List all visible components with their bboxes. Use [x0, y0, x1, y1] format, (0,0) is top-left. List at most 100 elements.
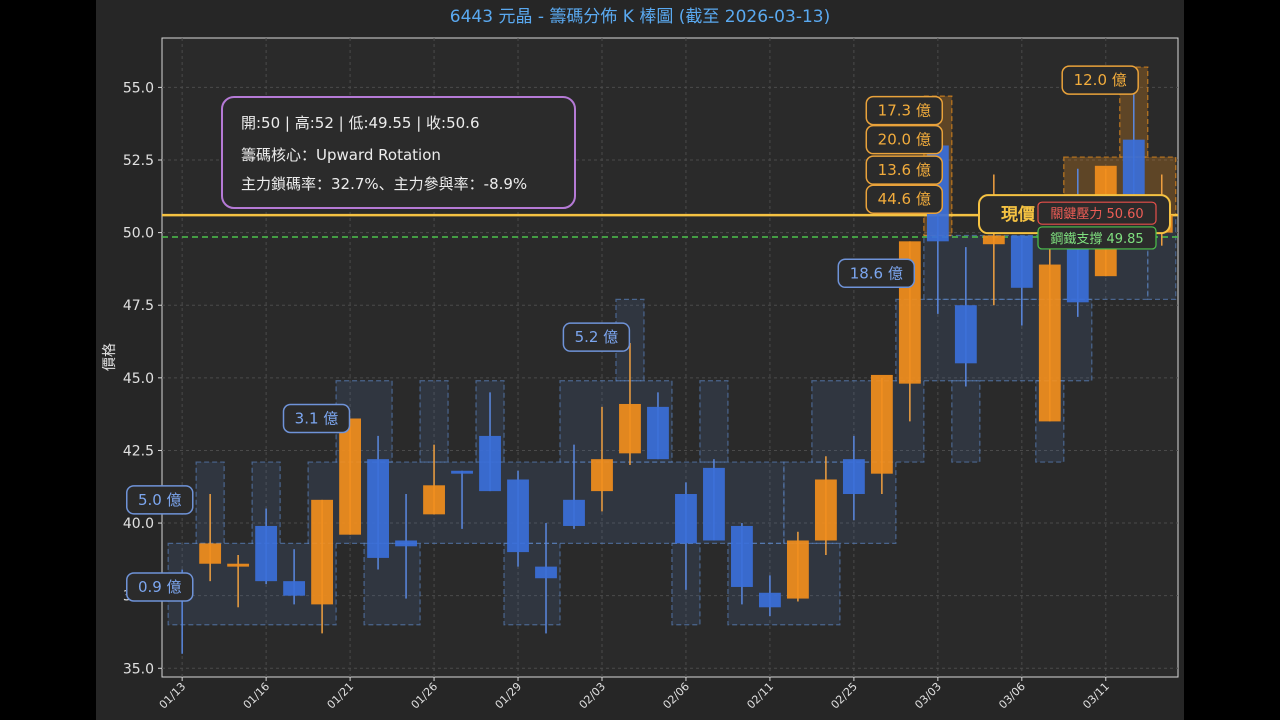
chip-zone-blue — [503, 542, 561, 626]
candle-down — [842, 459, 865, 495]
volume-annotation: 5.0 億 — [126, 485, 194, 515]
x-tick-label: 02/11 — [744, 680, 776, 712]
info-chip-core: 籌碼核心：Upward Rotation — [241, 146, 441, 164]
volume-annotation-box — [562, 322, 631, 352]
candle-up — [591, 459, 613, 492]
resistance-text: 關鍵壓力 50.60 — [1050, 206, 1143, 222]
volume-annotation-text: 0.9 億 — [138, 578, 182, 596]
info-ohlc: 開:50 | 高:52 | 低:49.55 | 收:50.6 — [241, 114, 480, 132]
x-tick-label: 03/03 — [912, 680, 944, 712]
current-price-text: 現價 — [1001, 204, 1036, 225]
candlestick-chart: 6443 元晶 - 籌碼分佈 K 棒圖 (截至 2026-03-13) 價格 3… — [101, 7, 1179, 712]
x-tick-label: 01/29 — [493, 680, 525, 712]
x-tick-label: 02/25 — [828, 680, 860, 712]
candle-down — [1010, 235, 1033, 288]
candle-up — [814, 479, 837, 541]
volume-annotation: 44.6 億 — [865, 184, 944, 214]
volume-annotation-text: 5.0 億 — [138, 491, 182, 509]
candle-up — [786, 540, 809, 599]
volume-annotation-box — [1061, 65, 1139, 95]
volume-annotation: 12.0 億 — [1061, 65, 1139, 95]
volume-annotation-box — [126, 572, 194, 602]
candle-down — [535, 566, 557, 579]
candle-down — [367, 459, 389, 558]
volume-annotation: 17.3 億 — [865, 95, 944, 126]
candle-up — [870, 374, 893, 474]
volume-annotation-box — [865, 155, 944, 185]
chart-title: 6443 元晶 - 籌碼分佈 K 棒圖 (截至 2026-03-13) — [450, 7, 830, 27]
candle-down — [675, 494, 697, 544]
chart-frame: 6443 元晶 - 籌碼分佈 K 棒圖 (截至 2026-03-13) 價格 3… — [96, 0, 1184, 720]
candle-down — [563, 499, 585, 526]
candle-up — [619, 403, 641, 454]
candle-up — [982, 235, 1005, 245]
chip-zone-blue — [167, 542, 337, 626]
info-box: 開:50 | 高:52 | 低:49.55 | 收:50.6 籌碼核心：Upwa… — [221, 96, 576, 209]
support-label: 鋼鐵支撐 49.85 — [1037, 226, 1157, 250]
volume-annotation-text: 20.0 億 — [878, 131, 931, 149]
volume-annotation: 3.1 億 — [282, 403, 351, 434]
y-tick-label: 55.0 — [123, 80, 154, 96]
support-box — [1037, 226, 1157, 250]
volume-annotation: 5.2 億 — [562, 322, 631, 352]
x-tick-label: 01/13 — [157, 680, 189, 712]
volume-annotation-box — [865, 124, 944, 155]
candle-up — [339, 418, 362, 535]
candle-down — [283, 581, 306, 596]
candle-up — [227, 563, 250, 567]
volume-annotation: 20.0 億 — [865, 124, 944, 155]
volume-annotation-text: 18.6 億 — [850, 264, 903, 282]
chip-zone-blue — [699, 380, 729, 463]
chip-zone-blue — [951, 380, 981, 463]
volume-annotation-text: 13.6 億 — [878, 161, 931, 179]
candle-down — [647, 406, 669, 460]
volume-annotation-text: 12.0 億 — [1074, 71, 1127, 89]
chip-zone-blue — [895, 298, 1093, 382]
x-tick-label: 01/16 — [241, 680, 273, 712]
volume-annotation-box — [126, 485, 194, 515]
volume-annotation-box — [865, 184, 944, 214]
x-tick-label: 02/03 — [576, 680, 608, 712]
candle-down — [451, 470, 473, 474]
resistance-box — [1037, 201, 1157, 225]
plot-area: 35.037.540.042.545.047.550.052.555.001/1… — [123, 37, 1179, 712]
x-tick-label: 01/26 — [409, 680, 441, 712]
y-tick-label: 35.0 — [123, 661, 154, 677]
volume-annotation-text: 3.1 億 — [295, 409, 339, 427]
volume-annotation: 13.6 億 — [865, 155, 944, 185]
x-tick-label: 03/11 — [1080, 680, 1112, 712]
volume-annotation-text: 17.3 億 — [878, 102, 931, 120]
chip-zone-blue — [811, 380, 925, 463]
candle-down — [507, 479, 529, 553]
candle-down — [759, 592, 781, 608]
candle-down — [954, 305, 977, 364]
x-tick-label: 01/21 — [325, 680, 357, 712]
candle-up — [423, 485, 445, 515]
candle-up — [1038, 264, 1061, 422]
y-tick-label: 50.0 — [123, 226, 154, 242]
y-tick-label: 42.5 — [123, 443, 154, 459]
candle-down — [479, 435, 501, 492]
volume-annotation-box — [282, 403, 351, 434]
volume-annotation: 0.9 億 — [126, 572, 194, 602]
volume-annotation-text: 5.2 億 — [575, 328, 619, 346]
chip-zone-blue — [783, 461, 897, 544]
candle-up — [199, 543, 222, 564]
y-tick-label: 52.5 — [123, 153, 154, 169]
candle-down — [731, 525, 753, 587]
volume-annotation-box — [865, 95, 944, 126]
volume-annotation-box — [837, 258, 916, 289]
candle-down — [703, 467, 725, 541]
x-tick-label: 03/06 — [996, 680, 1028, 712]
candle-down — [1066, 238, 1089, 303]
x-tick-label: 02/06 — [660, 680, 692, 712]
info-lock-rate: 主力鎖碼率：32.7%、主力參與率：-8.9% — [241, 175, 527, 193]
y-tick-label: 45.0 — [123, 371, 154, 387]
resistance-label: 關鍵壓力 50.60 — [1037, 201, 1157, 225]
y-axis-label: 價格 — [101, 343, 118, 371]
y-tick-label: 47.5 — [123, 298, 154, 314]
support-text: 鋼鐵支撐 49.85 — [1050, 231, 1143, 247]
candle-down — [255, 525, 278, 582]
y-tick-label: 40.0 — [123, 516, 154, 532]
candle-up — [311, 499, 334, 605]
